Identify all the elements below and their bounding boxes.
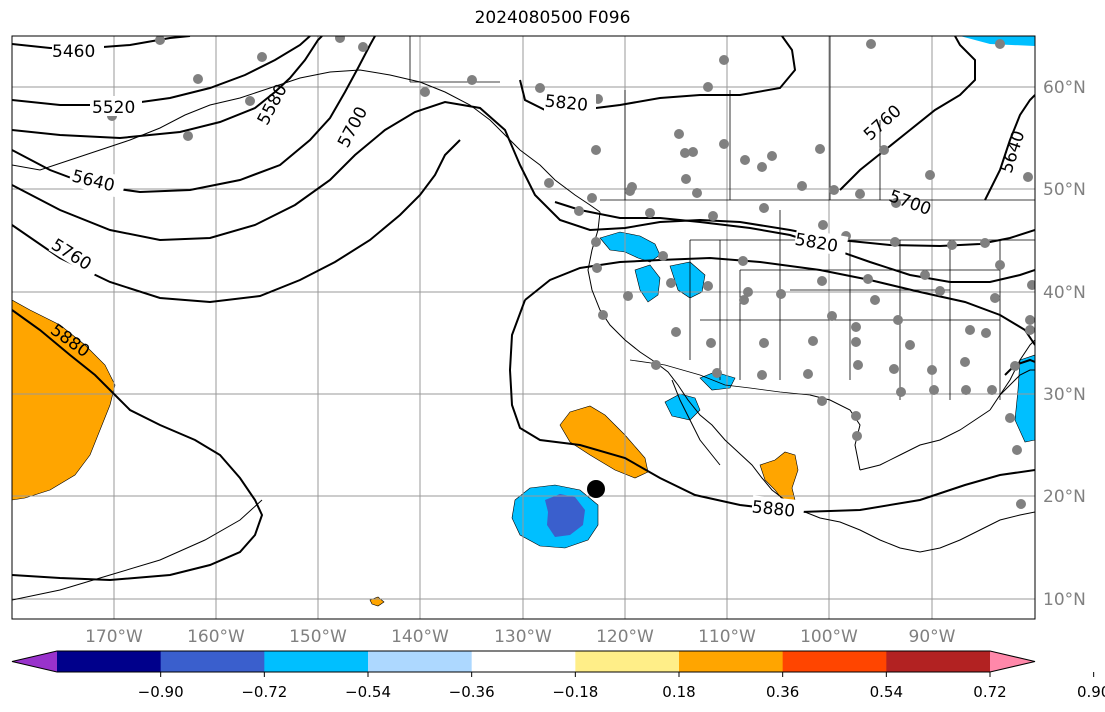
height-contours [12, 36, 1035, 582]
lat-label: 40°N [1043, 283, 1086, 303]
contour-label: 5460 [52, 42, 95, 62]
lon-label: 120°W [596, 627, 654, 647]
contour-label: 5820 [544, 91, 589, 115]
lat-label: 20°N [1043, 487, 1086, 507]
contour-5820-north [519, 36, 797, 111]
colorbar-segment [886, 651, 991, 672]
colorbar-tick-label: −0.36 [449, 683, 495, 701]
anomaly-negative-florida [1014, 354, 1035, 443]
anomaly-positive-west [12, 299, 116, 501]
longitude-gridlines [113, 36, 933, 619]
latitude-labels: 60°N 50°N 40°N 30°N 20°N 10°N [1043, 78, 1086, 610]
lat-label: 10°N [1043, 590, 1086, 610]
colorbar-extend-high [990, 651, 1035, 672]
colorbar-tick-label: 0.54 [870, 683, 903, 701]
anomaly-strong-negative-pacific [545, 494, 585, 537]
anomaly-positive-mexico [759, 451, 799, 504]
colorbar-tick-label: 0.18 [662, 683, 695, 701]
lon-label: 140°W [391, 627, 449, 647]
map-area: 5460 5520 5580 5640 5700 5760 5820 5760 … [12, 36, 1035, 619]
colorbar-tick-label: −0.18 [552, 683, 598, 701]
lon-label: 100°W [800, 627, 858, 647]
lon-label: 90°W [909, 627, 956, 647]
station-markers [107, 36, 1035, 509]
colorbar: −0.90 −0.72 −0.54 −0.36 −0.18 0.18 0.36 0.54 0.7… [11, 650, 1105, 701]
colorbar-tick-label: −0.54 [345, 683, 391, 701]
contour-5880-low [1004, 358, 1035, 376]
anomaly-positive-baja-offshore [559, 405, 649, 479]
colorbar-segment [160, 651, 265, 672]
contour-5520 [12, 36, 311, 106]
lat-label: 60°N [1043, 78, 1086, 98]
contour-5580 [12, 36, 323, 140]
colorbar-segment [782, 651, 887, 672]
contour-5760 [12, 139, 461, 304]
lon-label: 110°W [698, 627, 756, 647]
lon-label: 150°W [289, 627, 347, 647]
map-title: 2024080500 F096 [474, 8, 631, 28]
colorbar-tick-label: 0.72 [973, 683, 1006, 701]
colorbar-segment [575, 651, 680, 672]
contour-5700 [12, 100, 1035, 248]
lon-label: 160°W [187, 627, 245, 647]
colorbar-segment [368, 651, 473, 672]
contour-label: 5520 [92, 98, 135, 118]
contour-label: 5880 [751, 497, 796, 521]
lon-label: 170°W [85, 627, 143, 647]
colorbar-tick-label: 0.36 [766, 683, 799, 701]
contour-5760-east [839, 36, 976, 191]
colorbar-segment [264, 651, 369, 672]
colorbar-tick-label: −0.90 [138, 683, 184, 701]
longitude-labels: 170°W 160°W 150°W 140°W 130°W 120°W 110°… [85, 627, 956, 647]
contour-5640-east [984, 94, 1035, 201]
colorbar-segment [679, 651, 784, 672]
colorbar-outline [11, 650, 1036, 673]
anomaly-negative-nevada [634, 264, 661, 303]
contour-5880-east [524, 256, 1035, 346]
colorbar-segment [471, 651, 576, 672]
colorbar-segment [57, 651, 162, 672]
contour-5880-main [12, 309, 264, 582]
map-frame [11, 35, 1036, 620]
lat-label: 50°N [1043, 180, 1086, 200]
colorbar-tick-label: 0.90 [1077, 683, 1105, 701]
lon-label: 130°W [494, 627, 552, 647]
contour-5460 [12, 36, 191, 49]
colorbar-extend-low [12, 651, 57, 672]
contour-5880-south [508, 299, 1035, 514]
lat-label: 30°N [1043, 385, 1086, 405]
anomaly-negative-california [599, 231, 661, 263]
colorbar-tick-label: −0.72 [241, 683, 287, 701]
storm-center-marker [587, 480, 605, 498]
political-borders [409, 36, 1035, 400]
